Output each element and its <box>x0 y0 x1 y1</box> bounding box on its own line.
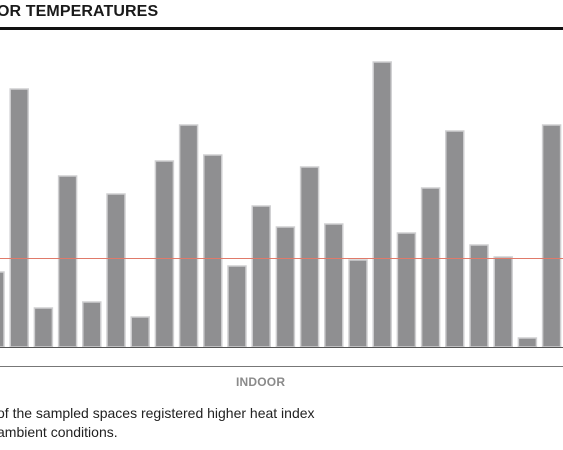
bar-13 <box>275 226 296 348</box>
bar-1 <box>0 271 5 348</box>
bars-group <box>0 61 562 348</box>
bar-8 <box>154 160 175 348</box>
bar-15 <box>324 223 344 348</box>
bar-2 <box>9 88 29 348</box>
bar-5 <box>82 301 102 348</box>
bar-24 <box>541 124 562 348</box>
footnote: of the sampled spaces registered higher … <box>0 404 377 442</box>
bar-7 <box>130 316 150 348</box>
bar-16 <box>348 259 368 348</box>
bar-17 <box>372 61 392 348</box>
bar-14 <box>299 166 320 348</box>
bar-11 <box>227 265 247 348</box>
bar-22 <box>493 256 513 348</box>
bar-6 <box>106 193 126 348</box>
chart-title: OR TEMPERATURES <box>0 3 159 20</box>
bar-21 <box>469 244 489 348</box>
bar-10 <box>203 154 223 348</box>
bar-4 <box>57 175 78 348</box>
footer-rule <box>0 366 563 367</box>
title-rule <box>0 27 563 30</box>
bar-chart <box>0 61 563 348</box>
bar-9 <box>178 124 199 348</box>
bar-18 <box>396 232 417 348</box>
bar-19 <box>420 187 441 348</box>
x-axis-label: INDOOR <box>236 375 286 389</box>
bar-12 <box>251 205 271 348</box>
bar-20 <box>445 130 465 348</box>
footnote-line-2: ambient conditions. <box>0 424 118 440</box>
bar-23 <box>517 337 538 348</box>
bar-3 <box>33 307 54 348</box>
footnote-line-1: of the sampled spaces registered higher … <box>0 405 315 421</box>
